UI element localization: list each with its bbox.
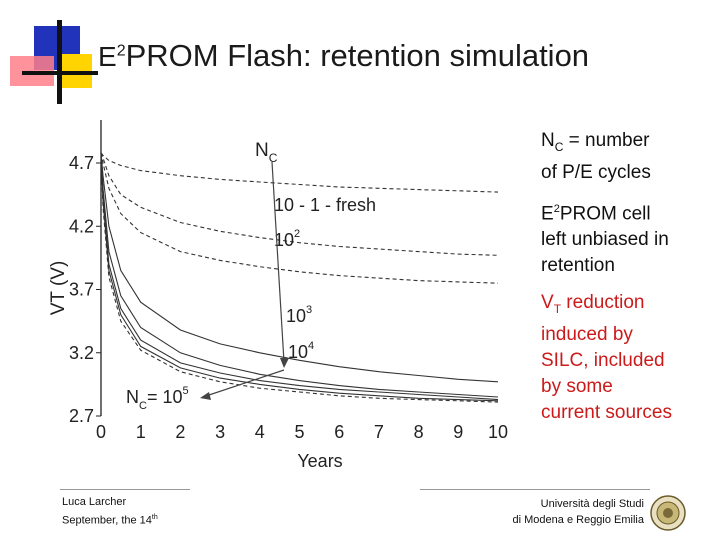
label-10e2: 102 <box>274 228 300 250</box>
deco-vertical-bar <box>57 20 62 104</box>
fresh-label: 10 - 1 - fresh <box>274 195 376 215</box>
x-tick-label: 8 <box>414 422 424 442</box>
y-tick-label: 4.2 <box>69 216 94 236</box>
y-axis-label: VT (V) <box>48 261 69 316</box>
retention-chart: 0 1 2 3 4 5 6 7 8 9 10 2.7 3.2 3.7 4.2 4.7 VT (V) Years… <box>48 120 508 471</box>
footer-line-right <box>420 489 650 490</box>
nc5-arrow-head <box>200 392 211 400</box>
series-line-7 <box>100 152 499 402</box>
footer-university: Università degli Studi di Modena e Reggi… <box>512 498 644 526</box>
x-tick-label: 4 <box>255 422 265 442</box>
series-line-5 <box>100 152 499 398</box>
x-axis-label: Years <box>297 451 342 471</box>
y-tick-label: 3.7 <box>69 280 94 300</box>
nc-arrow-shaft <box>271 161 285 363</box>
footer-line-left <box>60 489 190 490</box>
x-tick-label: 1 <box>136 422 146 442</box>
x-tick-label: 7 <box>374 422 384 442</box>
y-tick-label: 3.2 <box>69 343 94 363</box>
label-10e3: 103 <box>286 304 312 326</box>
footer-author: Luca Larcher September, the 14th <box>62 496 158 527</box>
vt-reduction-note: VT reduction induced by SILC, included b… <box>541 292 672 423</box>
x-tick-label: 6 <box>334 422 344 442</box>
series-line-6 <box>100 152 499 401</box>
x-tick-label: 10 <box>488 422 508 442</box>
y-tick-label: 2.7 <box>69 406 94 426</box>
nc-definition: NC = number of P/E cycles <box>541 130 651 183</box>
university-seal-icon <box>650 495 686 531</box>
nc-top-label: NC <box>255 140 278 165</box>
label-nc-10e5: NC= 105 <box>126 385 189 412</box>
x-tick-label: 9 <box>453 422 463 442</box>
x-tick-label: 3 <box>215 422 225 442</box>
series-line-2 <box>100 152 499 256</box>
series-line-1 <box>100 152 499 193</box>
deco-horizontal-bar <box>22 71 98 75</box>
x-tick-label: 5 <box>294 422 304 442</box>
nc-arrow-head <box>280 358 289 368</box>
series-line-8 <box>100 152 499 403</box>
series-line-3 <box>100 152 499 284</box>
x-tick-label: 2 <box>175 422 185 442</box>
page-title: E2PROM Flash: retention simulation <box>98 38 590 73</box>
series-line-4 <box>100 152 499 383</box>
y-tick-label: 4.7 <box>69 153 94 173</box>
cell-description: E2PROM cell left unbiased in retention <box>541 203 669 277</box>
label-10e4: 104 <box>288 340 314 362</box>
x-tick-label: 0 <box>96 422 106 442</box>
nc5-arrow-shaft <box>205 369 285 397</box>
